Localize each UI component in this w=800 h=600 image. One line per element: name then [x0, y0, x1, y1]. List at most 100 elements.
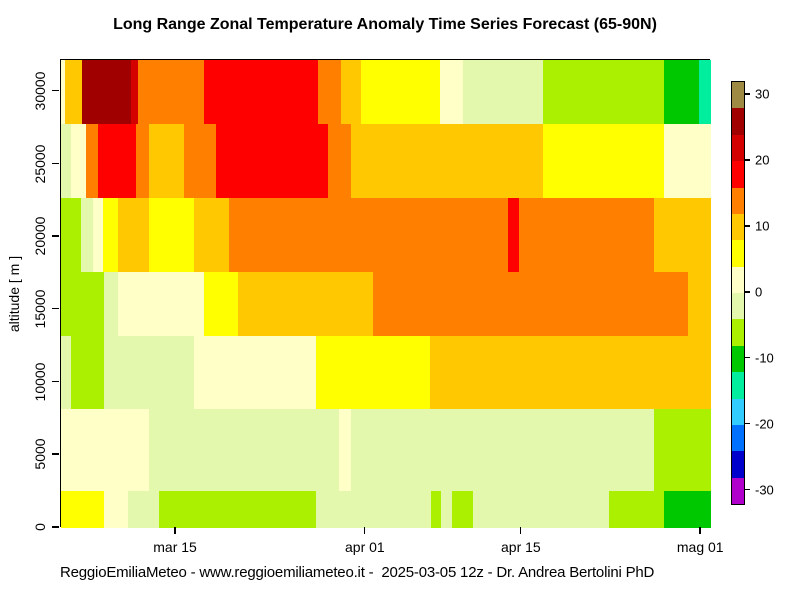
heatmap-cell [86, 124, 98, 198]
colorbar-bin [732, 135, 744, 161]
heatmap-cell [104, 491, 128, 528]
colorbar-bin [732, 451, 744, 478]
colorbar-tick-label: 20 [755, 152, 770, 168]
heatmap-cell [159, 491, 316, 528]
heatmap-cell [61, 336, 71, 409]
heatmap-cell [131, 60, 138, 124]
heatmap-cell [543, 60, 664, 124]
heatmap-cell [61, 124, 71, 198]
heatmap-cell [473, 491, 609, 528]
heatmap-cell [71, 124, 86, 198]
colorbar-tick-mark [744, 356, 750, 359]
colorbar-bin [732, 293, 744, 319]
colorbar-bin [732, 478, 744, 504]
colorbar-bin [732, 108, 744, 135]
colorbar-bin [732, 319, 744, 346]
heatmap-cell [204, 60, 318, 124]
colorbar-tick-mark [744, 488, 750, 491]
x-tick-label: mar 15 [153, 539, 197, 555]
heatmap-cell [543, 124, 664, 198]
heatmap-cell [316, 491, 431, 528]
y-tick-label: 30000 [32, 71, 48, 111]
heatmap-cell [688, 272, 711, 336]
y-tick-mark [52, 526, 59, 528]
heatmap-cell [149, 198, 194, 272]
heatmap-cell [351, 124, 543, 198]
colorbar-tick-label: -30 [755, 482, 774, 498]
heatmap-cell [339, 409, 351, 491]
heatmap-cell [430, 336, 711, 409]
heatmap-cell [654, 198, 711, 272]
heatmap-cell [128, 491, 159, 528]
heatmap-cell [609, 491, 664, 528]
colorbar-tick-label: 30 [755, 86, 770, 102]
colorbar-bin [732, 399, 744, 425]
heatmap-cell [328, 124, 351, 198]
heatmap-cell [452, 491, 473, 528]
y-tick-label: 15000 [32, 289, 48, 329]
heatmap-cell [440, 60, 463, 124]
colorbar-bin [732, 82, 744, 108]
x-tick-mark [519, 527, 522, 534]
colorbar-bin [732, 267, 744, 293]
colorbar-tick-mark [744, 291, 750, 293]
heatmap-cell [373, 272, 688, 336]
heatmap-cell [93, 198, 103, 272]
heatmap-cell [238, 272, 373, 336]
y-tick-mark [52, 235, 59, 237]
colorbar-tick-label: 10 [755, 218, 770, 234]
heatmap-cell [519, 198, 654, 272]
heatmap-cell [351, 409, 654, 491]
heatmap-cell [184, 124, 216, 198]
heatmap-cell [216, 124, 328, 198]
y-tick-mark [52, 89, 59, 92]
heatmap-cell [61, 491, 104, 528]
x-tick-mark [699, 527, 701, 534]
colorbar-bin [732, 214, 744, 240]
heatmap-cell [81, 198, 93, 272]
heatmap-cell [361, 60, 440, 124]
heatmap-cell [194, 336, 316, 409]
colorbar-bin [732, 240, 744, 267]
heatmap-plot-area [60, 59, 711, 528]
heatmap-cell [149, 409, 339, 491]
y-tick-mark [52, 453, 59, 455]
heatmap-cell [318, 60, 341, 124]
chart-title: Long Range Zonal Temperature Anomaly Tim… [113, 16, 657, 33]
colorbar-bin [732, 425, 744, 451]
heatmap-cell [104, 272, 118, 336]
heatmap-cell [441, 491, 452, 528]
colorbar-tick-mark [744, 422, 750, 425]
y-tick-mark [52, 307, 59, 310]
x-tick-label: apr 01 [344, 539, 385, 555]
caption: ReggioEmiliaMeteo - www.reggioemiliamete… [60, 564, 655, 581]
heatmap-cell [463, 60, 543, 124]
y-tick-label: 20000 [32, 216, 48, 256]
colorbar [731, 81, 745, 505]
colorbar-tick-label: 0 [755, 284, 763, 300]
x-tick-label: apr 15 [500, 539, 541, 555]
heatmap-cell [136, 124, 149, 198]
heatmap-cell [82, 60, 131, 124]
y-tick-label: 0 [32, 523, 48, 531]
colorbar-bin [732, 188, 744, 214]
colorbar-tick-mark [744, 225, 750, 227]
heatmap-cell [341, 60, 361, 124]
heatmap-cell [664, 491, 711, 528]
colorbar-tick-label: -20 [755, 416, 774, 432]
heatmap-cell [65, 60, 82, 124]
heatmap-cell [61, 409, 149, 491]
colorbar-tick-label: -10 [755, 350, 774, 366]
heatmap-cell [61, 272, 104, 336]
colorbar-bin [732, 161, 744, 188]
y-tick-label: 5000 [32, 438, 48, 471]
heatmap-cell [204, 272, 238, 336]
y-tick-mark [52, 380, 59, 383]
heatmap-cell [103, 198, 118, 272]
heatmap-cell [98, 124, 136, 198]
y-axis-title: altitude [ m ] [6, 255, 22, 333]
colorbar-tick-mark [744, 159, 750, 161]
y-tick-label: 10000 [32, 362, 48, 402]
colorbar-bin [732, 346, 744, 372]
